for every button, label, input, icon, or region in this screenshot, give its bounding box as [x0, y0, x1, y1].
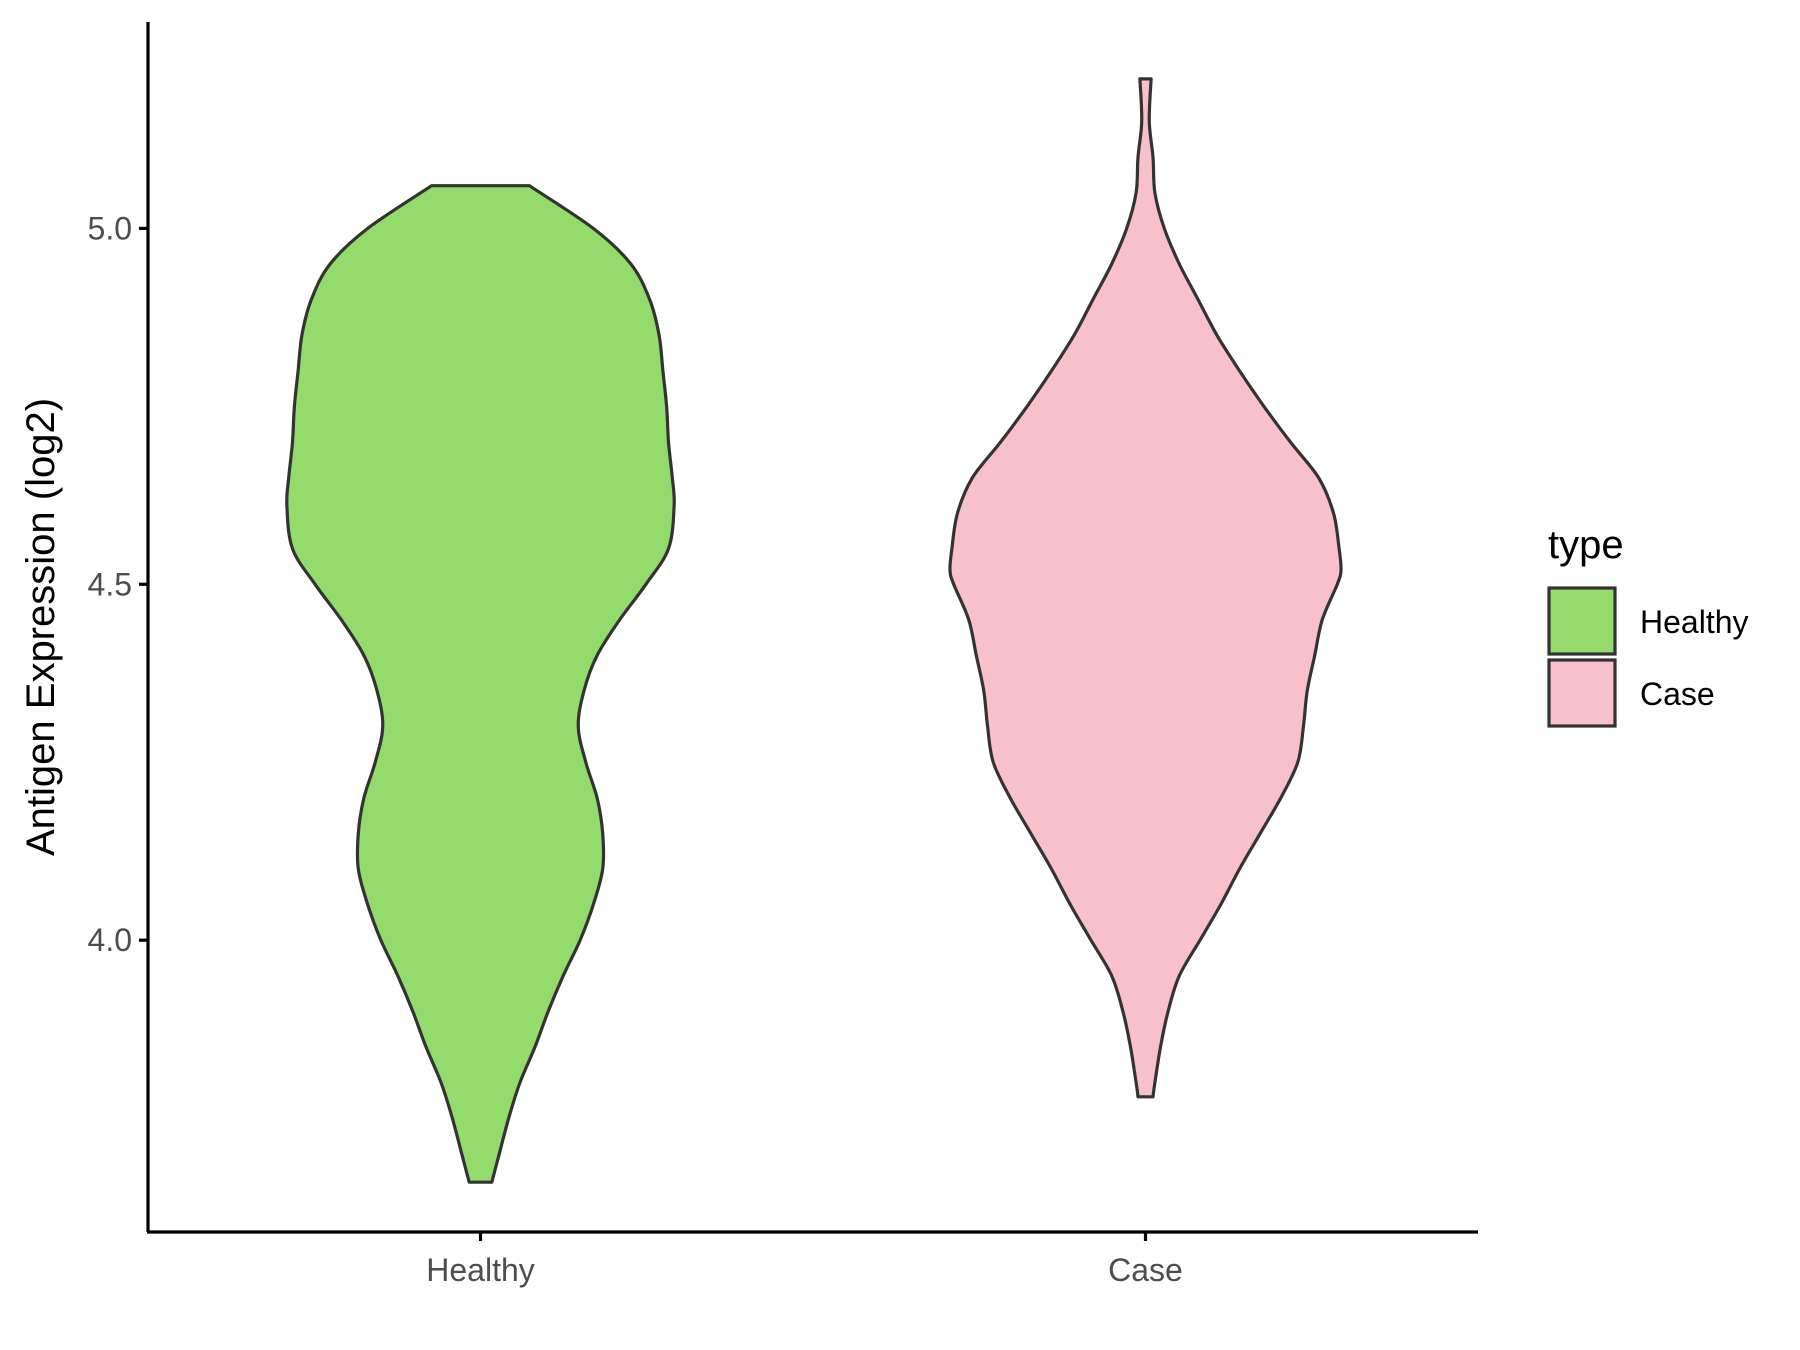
violin-case: [948, 77, 1343, 1099]
legend: type Healthy Case: [1547, 523, 1749, 728]
x-tick-label: Case: [1108, 1252, 1183, 1288]
legend-label-case: Case: [1640, 676, 1715, 712]
legend-swatch-case: [1547, 658, 1617, 728]
legend-title: type: [1548, 523, 1624, 567]
y-tick-label: 4.0: [88, 922, 132, 958]
y-tick-label: 5.0: [88, 210, 132, 246]
y-tick-label: 4.5: [88, 566, 132, 602]
legend-swatch-healthy: [1547, 586, 1617, 656]
y-axis-ticks: 4.0 4.5 5.0: [88, 210, 148, 958]
y-axis-title: Antigen Expression (log2): [19, 398, 63, 856]
violin-healthy: [285, 184, 676, 1184]
violin-layer: [285, 77, 1343, 1184]
x-tick-label: Healthy: [426, 1252, 535, 1288]
x-axis-ticks: Healthy Case: [426, 1232, 1183, 1288]
legend-items: Healthy Case: [1547, 586, 1749, 728]
legend-label-healthy: Healthy: [1640, 604, 1749, 640]
